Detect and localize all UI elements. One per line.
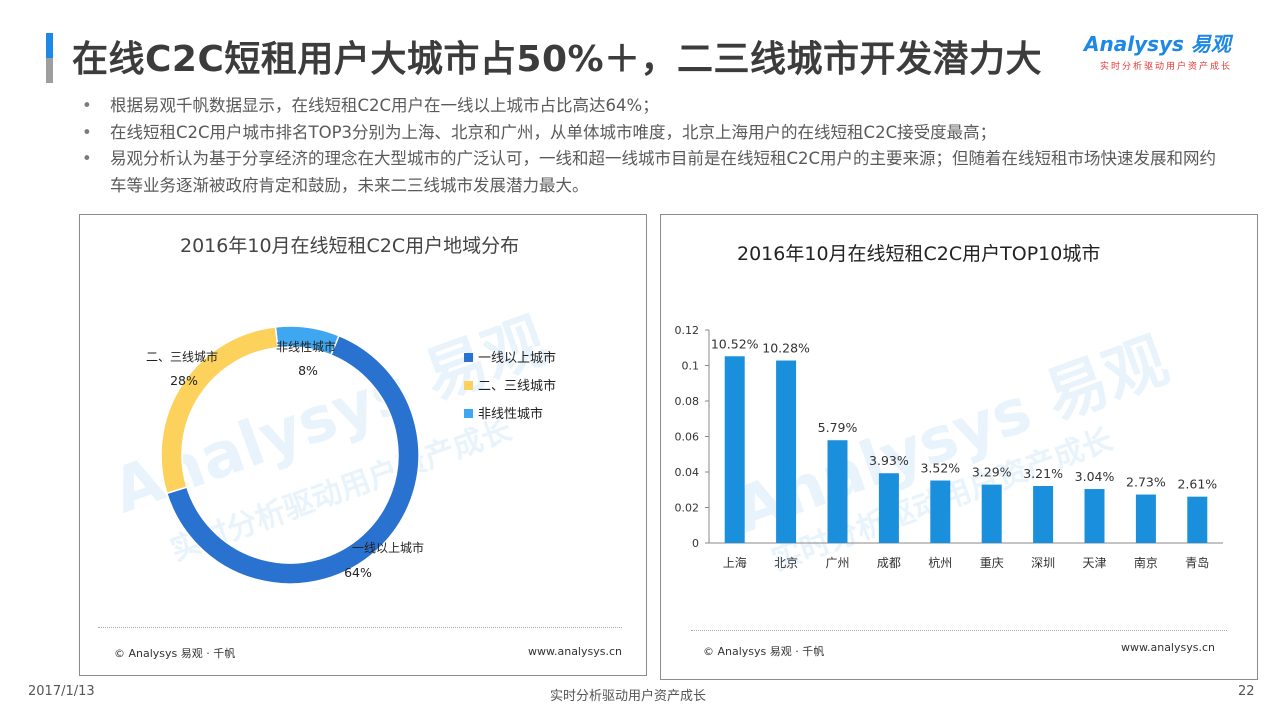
slice-value-label: 28%	[170, 373, 198, 388]
website-note: www.analysys.cn	[1121, 641, 1215, 654]
bar	[1084, 489, 1105, 543]
footer-divider	[98, 627, 622, 628]
bullet-item: 易观分析认为基于分享经济的理念在大型城市的广泛认可，一线和超一线城市目前是在线短…	[82, 146, 1232, 199]
legend-swatch	[464, 381, 473, 390]
y-tick-label: 0	[692, 537, 699, 550]
bullet-list: 根据易观千帆数据显示，在线短租C2C用户在一线以上城市占比高达64%； 在线短租…	[82, 93, 1232, 199]
bar-chart: 0 0.02 0.04 0.06 0.08 0.1 0.12 10.52% 上海 10.28% 北京…	[675, 324, 1223, 570]
logo-slogan: 实时分析驱动用户资产成长	[1100, 62, 1233, 72]
x-tick-label: 深圳	[1031, 556, 1055, 570]
legend-swatch	[464, 409, 473, 418]
bar-value-label: 3.29%	[972, 465, 1012, 480]
x-tick-label: 上海	[723, 555, 747, 570]
bar-value-label: 3.21%	[1023, 466, 1063, 481]
bar	[1187, 496, 1208, 543]
footer-divider	[691, 630, 1227, 631]
donut-slice	[160, 325, 279, 495]
footer-date: 2017/1/13	[28, 684, 95, 699]
y-tick-label: 0.12	[675, 324, 700, 337]
bar-value-label: 2.61%	[1177, 477, 1217, 492]
x-tick-label: 杭州	[928, 555, 952, 570]
bar	[776, 360, 797, 543]
x-tick-label: 天津	[1082, 556, 1106, 570]
title-accent-bar	[46, 33, 53, 83]
bullet-item: 根据易观千帆数据显示，在线短租C2C用户在一线以上城市占比高达64%；	[82, 93, 1232, 120]
bullet-item: 在线短租C2C用户城市排名TOP3分别为上海、北京和广州，从单体城市唯度，北京上…	[82, 120, 1232, 147]
bar-value-label: 10.28%	[762, 341, 810, 356]
bar-value-label: 3.52%	[920, 461, 960, 476]
bar	[827, 440, 848, 543]
bar	[724, 356, 745, 543]
source-note: © Analysys 易观 · 千帆	[703, 645, 825, 658]
slice-value-label: 64%	[344, 565, 372, 580]
analysys-logo: Analysys 易观 实时分析驱动用户资产成长	[1084, 28, 1244, 76]
region-distribution-panel: 2016年10月在线短租C2C用户地域分布 Analysys 易观 实时分析驱动…	[79, 214, 647, 676]
bar	[878, 473, 899, 543]
donut-chart: 一线以上城市64%二、三线城市28%非线性城市8%一线以上城市二、三线城市非线性…	[146, 325, 556, 585]
donut-chart-title: 2016年10月在线短租C2C用户地域分布	[180, 235, 520, 257]
bar-value-label: 10.52%	[711, 336, 759, 351]
bar	[930, 480, 951, 543]
x-tick-label: 重庆	[980, 556, 1004, 570]
bar-value-label: 2.73%	[1126, 475, 1166, 490]
bar-chart-title: 2016年10月在线短租C2C用户TOP10城市	[737, 243, 1101, 265]
x-tick-label: 成都	[877, 556, 901, 570]
slice-name-label: 二、三线城市	[146, 349, 218, 364]
source-note: © Analysys 易观 · 千帆	[114, 647, 236, 660]
slice-name-label: 一线以上城市	[352, 540, 424, 555]
top10-cities-panel: 2016年10月在线短租C2C用户TOP10城市 Analysys 易观 实时分…	[660, 214, 1258, 680]
bar-value-label: 3.93%	[869, 453, 909, 468]
legend-swatch	[464, 353, 473, 362]
website-note: www.analysys.cn	[528, 645, 622, 658]
slice-name-label: 非线性城市	[276, 339, 336, 354]
bar	[1135, 494, 1156, 543]
x-tick-label: 广州	[825, 556, 849, 570]
page-title: 在线C2C短租用户大城市占50%＋，二三线城市开发潜力大	[72, 39, 1043, 80]
x-tick-label: 南京	[1134, 555, 1158, 570]
y-tick-label: 0.1	[682, 360, 700, 373]
bar-value-label: 5.79%	[818, 420, 858, 435]
y-tick-label: 0.02	[675, 502, 700, 515]
legend-label: 一线以上城市	[478, 350, 556, 366]
x-tick-label: 北京	[774, 556, 798, 570]
legend-label: 二、三线城市	[478, 378, 556, 394]
logo-text: Analysys 易观	[1084, 32, 1231, 56]
y-tick-label: 0.06	[675, 431, 700, 444]
page-number: 22	[1238, 684, 1255, 699]
x-tick-label: 青岛	[1185, 555, 1209, 570]
legend-label: 非线性城市	[478, 406, 543, 422]
bar	[1033, 486, 1054, 543]
y-tick-label: 0.04	[675, 466, 700, 479]
bar	[981, 484, 1002, 543]
slice-value-label: 8%	[298, 363, 318, 378]
bar-value-label: 3.04%	[1075, 469, 1115, 484]
footer-slogan: 实时分析驱动用户资产成长	[550, 689, 707, 704]
y-tick-label: 0.08	[675, 395, 700, 408]
